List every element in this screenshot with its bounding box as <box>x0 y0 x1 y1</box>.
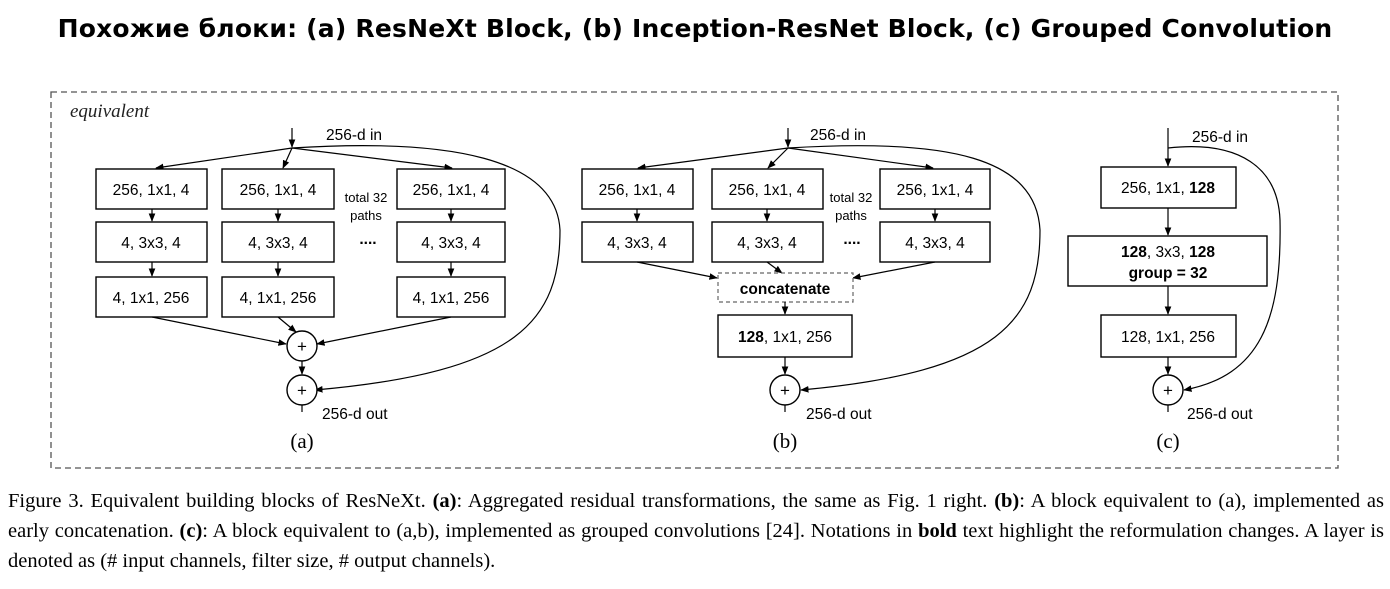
panel-c-grouped-bold-out: 128 <box>1189 244 1215 261</box>
caption-bold-word: bold <box>918 520 957 542</box>
panel-c: 256-d in 256, 1x1, 128 128, 3x3, 128 gro… <box>1067 128 1281 453</box>
panel-a-path32-layer3 <box>396 276 506 318</box>
panel-c-grouped-bold-in: 128 <box>1121 244 1147 261</box>
panel-b: 256-d in 256, 1x1, 4 4, 3x3, 4 256, 1x1,… <box>581 127 1041 453</box>
panel-a-path1-layer3 <box>95 276 208 318</box>
panel-b-final-bold: 128 <box>738 329 764 346</box>
equivalence-frame <box>50 91 1339 469</box>
panel-b-paths-count: total 32 <box>830 190 873 205</box>
resnext-blocks-diagram: equivalent 256-d in 256, 1x1, 4 4, 3x3, … <box>50 91 1339 469</box>
panel-a-paths-word: paths <box>350 208 382 223</box>
caption-a-label: (a) <box>432 490 457 512</box>
panel-b-input-label: 256-d in <box>810 127 866 144</box>
panel-a-input-label: 256-d in <box>326 127 382 144</box>
page-title: Похожие блоки: (a) ResNeXt Block, (b) In… <box>57 14 1333 43</box>
panel-b-path32-layer1-label: 256, 1x1, 4 <box>897 182 974 199</box>
panel-b-paths-word: paths <box>835 208 867 223</box>
panel-a-path32-layer3-label: 4, 1x1, 256 <box>413 290 490 307</box>
caption-a-text: : Aggregated residual transformations, t… <box>456 490 995 512</box>
panel-b-sublabel: (b) <box>773 429 798 453</box>
panel-a-path1-layer3-label: 4, 1x1, 256 <box>113 290 190 307</box>
panel-b-path1-layer1 <box>581 168 694 210</box>
panel-a-path32-layer2-label: 4, 3x3, 4 <box>421 235 481 252</box>
panel-c-sublabel: (c) <box>1156 429 1179 453</box>
panel-b-path2-layer2-label: 4, 3x3, 4 <box>737 235 797 252</box>
panel-c-grouped-conv-line2: group = 32 <box>1129 265 1208 282</box>
panel-c-grouped-mid: , 3x3, <box>1147 244 1189 261</box>
panel-c-layer1-rest: 256, 1x1, <box>1121 180 1189 197</box>
panel-a-path2-layer3 <box>221 276 335 318</box>
panel-c-grouped-conv-layer <box>1067 235 1268 287</box>
caption-outro: text highlight the reformulation changes… <box>8 520 1384 572</box>
panel-a-sum-plus: + <box>297 337 307 356</box>
panel-a-paths-count: total 32 <box>345 190 388 205</box>
panel-a-path2-layer2 <box>221 221 335 263</box>
panel-a-path32-layer1-label: 256, 1x1, 4 <box>413 182 490 199</box>
panel-a-path2-layer2-label: 4, 3x3, 4 <box>248 235 308 252</box>
panel-a-path32-layer2 <box>396 221 506 263</box>
panel-b-path32-layer1 <box>879 168 991 210</box>
caption-b-text: : A block equivalent to (a), implemented… <box>8 490 1384 542</box>
panel-b-path1-layer1-label: 256, 1x1, 4 <box>599 182 676 199</box>
panel-b-residual-plus: + <box>780 381 790 400</box>
panel-a-path1-layer2 <box>95 221 208 263</box>
panel-a-ellipsis: .... <box>359 231 376 248</box>
panel-a-path1-layer1 <box>95 168 208 210</box>
caption-c-text: : A block equivalent to (a,b), implement… <box>202 520 919 542</box>
panel-b-path32-layer2-label: 4, 3x3, 4 <box>905 235 965 252</box>
panel-b-output-label: 256-d out <box>806 406 872 423</box>
panel-b-final-layer-label: 128, 1x1, 256 <box>738 329 832 346</box>
panel-b-concatenate-label: concatenate <box>740 281 831 298</box>
caption-b-label: (b) <box>994 490 1020 512</box>
panel-c-residual-plus: + <box>1163 381 1173 400</box>
panel-c-layer1-bold: 128 <box>1189 180 1215 197</box>
panel-c-output-label: 256-d out <box>1187 406 1253 423</box>
panel-b-final-layer <box>717 314 853 358</box>
panel-c-layer1-label: 256, 1x1, 128 <box>1121 180 1215 197</box>
panel-a-path2-layer3-label: 4, 1x1, 256 <box>240 290 317 307</box>
panel-c-grouped-conv-line1: 128, 3x3, 128 <box>1121 244 1215 261</box>
panel-a-path2-layer1-label: 256, 1x1, 4 <box>240 182 317 199</box>
panel-b-final-rest: , 1x1, 256 <box>764 329 832 346</box>
panel-b-concatenate-box <box>717 272 854 303</box>
panel-c-layer3-label: 128, 1x1, 256 <box>1121 329 1215 346</box>
figure-caption: Figure 3. Equivalent building blocks of … <box>8 486 1384 576</box>
panel-a: 256-d in 256, 1x1, 4 4, 3x3, 4 4, 1x1, 2… <box>95 127 561 453</box>
panel-c-layer3 <box>1100 314 1237 358</box>
panel-a-sublabel: (a) <box>290 429 313 453</box>
caption-intro: Figure 3. Equivalent building blocks of … <box>8 490 433 512</box>
panel-b-path1-layer2-label: 4, 3x3, 4 <box>607 235 667 252</box>
panel-b-ellipsis: .... <box>843 231 860 248</box>
panel-b-path2-layer2 <box>711 221 824 263</box>
panel-c-layer1 <box>1100 166 1237 209</box>
caption-c-label: (c) <box>179 520 203 542</box>
panel-a-residual-plus: + <box>297 381 307 400</box>
panel-a-path1-layer1-label: 256, 1x1, 4 <box>113 182 190 199</box>
panel-c-input-label: 256-d in <box>1192 129 1248 146</box>
panel-b-path2-layer1-label: 256, 1x1, 4 <box>729 182 806 199</box>
panel-a-path1-layer2-label: 4, 3x3, 4 <box>121 235 181 252</box>
equivalent-label: equivalent <box>70 101 150 122</box>
panel-a-path2-layer1 <box>221 168 335 210</box>
panel-a-output-label: 256-d out <box>322 406 388 423</box>
